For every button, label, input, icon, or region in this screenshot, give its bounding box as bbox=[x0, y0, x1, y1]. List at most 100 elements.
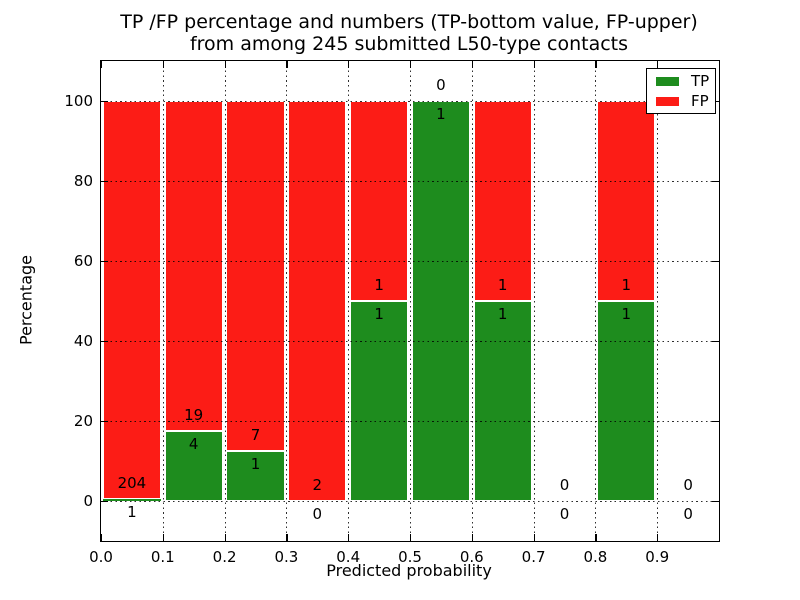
x-tick-mark-top bbox=[410, 61, 412, 68]
bar-label-tp-count: 1 bbox=[250, 455, 261, 473]
bar-label-tp-count: 1 bbox=[497, 305, 508, 323]
x-tick-mark bbox=[101, 534, 103, 541]
x-tick-mark bbox=[471, 534, 474, 541]
x-tick-mark-top bbox=[719, 61, 721, 68]
bar-label-fp-count: 1 bbox=[497, 276, 508, 294]
x-tick-mark bbox=[224, 534, 226, 541]
x-tick-label: 0.2 bbox=[212, 548, 237, 566]
x-tick-mark-top bbox=[595, 61, 597, 68]
fp-color-swatch bbox=[656, 97, 679, 106]
bar-label-fp-count: 0 bbox=[436, 76, 446, 94]
x-tick-label: 0.0 bbox=[89, 548, 113, 566]
y-tick-label: 100 bbox=[64, 92, 93, 110]
bar-segment-tp bbox=[597, 301, 656, 501]
x-tick-mark-top bbox=[657, 61, 659, 68]
chart-title-line1: TP /FP percentage and numbers (TP-bottom… bbox=[120, 11, 698, 33]
x-tick-mark-top bbox=[533, 61, 535, 68]
y-tick-label: 80 bbox=[73, 172, 93, 190]
legend-entry-fp: FP bbox=[647, 92, 715, 112]
bar-label-fp-count: 1 bbox=[621, 276, 632, 294]
y-tick-label: 60 bbox=[73, 252, 93, 270]
x-tick-label: 0.4 bbox=[336, 548, 361, 566]
bar-label-fp-count: 0 bbox=[559, 476, 570, 494]
bar-segment-fp bbox=[597, 101, 656, 301]
x-tick-mark-top bbox=[348, 61, 350, 68]
plot-area: 204 1 19 4 7 1 2 0 1 1 0 1 1 1 0 0 1 1 0 0 TP FP 0.0 0.1 0.2 0… bbox=[64, 60, 721, 566]
chart-title-line2: from among 245 submitted L50-type contac… bbox=[189, 33, 629, 55]
x-tick-mark bbox=[533, 534, 535, 541]
gridline-vertical bbox=[533, 61, 535, 541]
chart-title: TP /FP percentage and numbers (TP-bottom… bbox=[100, 11, 718, 55]
bar-segment-tp bbox=[473, 301, 532, 501]
y-tick-label: 20 bbox=[73, 412, 93, 430]
bar-segment-fp bbox=[288, 101, 347, 501]
x-tick-mark bbox=[162, 534, 165, 541]
bar-label-fp-count: 204 bbox=[117, 474, 147, 493]
legend-label-fp: FP bbox=[691, 92, 709, 110]
y-tick-mark-right bbox=[712, 181, 719, 183]
bar-label-fp-count: 1 bbox=[374, 276, 384, 294]
bar-label-fp-count: 2 bbox=[312, 476, 323, 494]
x-tick-mark-top bbox=[224, 61, 226, 68]
y-tick-mark bbox=[101, 181, 108, 183]
gridline-vertical bbox=[471, 61, 473, 541]
bar-label-tp-count: 1 bbox=[127, 503, 137, 522]
gridline-vertical bbox=[657, 61, 659, 541]
y-tick-mark-right bbox=[712, 341, 719, 343]
x-tick-label: 0.9 bbox=[645, 548, 670, 566]
bar-label-fp-count: 19 bbox=[184, 406, 204, 425]
x-tick-mark bbox=[657, 534, 659, 541]
x-tick-mark bbox=[719, 534, 721, 541]
bar-label-fp-count: 0 bbox=[683, 476, 693, 494]
bar-segment-fp bbox=[350, 101, 409, 301]
bar-segment-fp bbox=[102, 101, 161, 500]
y-tick-label: 40 bbox=[73, 332, 93, 350]
bar-label-fp-count: 7 bbox=[250, 426, 261, 444]
y-tick-mark-right bbox=[712, 421, 719, 423]
x-tick-mark-top bbox=[162, 61, 165, 68]
bar-segment-tp bbox=[411, 101, 470, 501]
y-tick-label: 0 bbox=[83, 492, 93, 510]
y-tick-mark bbox=[101, 341, 108, 343]
gridline-vertical bbox=[348, 61, 350, 541]
bar-label-tp-count: 0 bbox=[683, 505, 693, 523]
tp-color-swatch bbox=[656, 77, 679, 86]
y-tick-mark-right bbox=[712, 501, 719, 503]
bar-label-tp-count: 0 bbox=[312, 505, 323, 523]
legend: TP FP bbox=[646, 68, 716, 114]
bar-segment-fp bbox=[164, 101, 223, 432]
bar-label-tp-count: 1 bbox=[374, 305, 384, 323]
x-tick-label: 0.3 bbox=[274, 548, 299, 566]
x-tick-mark-top bbox=[471, 61, 474, 68]
x-tick-mark-top bbox=[101, 61, 103, 68]
bar-segment-tp bbox=[164, 431, 223, 501]
bar-segment-tp bbox=[350, 301, 409, 501]
x-tick-label: 0.6 bbox=[459, 548, 484, 566]
x-tick-label: 0.8 bbox=[583, 548, 608, 566]
gridline-vertical bbox=[286, 61, 288, 541]
y-tick-mark bbox=[101, 501, 108, 503]
x-axis-label: Predicted probability bbox=[326, 561, 492, 580]
gridline-vertical bbox=[595, 61, 597, 541]
y-tick-mark-right bbox=[712, 261, 719, 263]
y-tick-mark bbox=[101, 261, 108, 263]
x-tick-mark bbox=[410, 534, 412, 541]
gridline-vertical bbox=[410, 61, 411, 541]
bar-label-tp-count: 4 bbox=[188, 435, 199, 454]
x-tick-mark bbox=[348, 534, 350, 541]
x-tick-mark-top bbox=[286, 61, 288, 68]
legend-entry-tp: TP bbox=[647, 72, 715, 92]
x-tick-label: 0.5 bbox=[398, 548, 422, 566]
bar-segment-tp bbox=[102, 499, 161, 501]
y-tick-mark bbox=[101, 101, 108, 103]
bar-label-tp-count: 0 bbox=[559, 505, 570, 523]
x-tick-mark bbox=[595, 534, 597, 541]
bar-segment-tp bbox=[226, 451, 285, 501]
bar-label-tp-count: 1 bbox=[621, 305, 632, 323]
y-tick-mark bbox=[101, 421, 108, 423]
gridline-vertical bbox=[224, 61, 226, 541]
y-axis-label: Percentage bbox=[16, 254, 36, 346]
x-tick-label: 0.1 bbox=[150, 548, 175, 566]
bar-segment-fp bbox=[226, 101, 285, 451]
